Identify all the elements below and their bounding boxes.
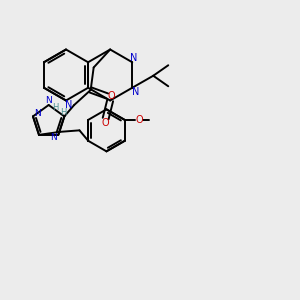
Text: H: H xyxy=(61,108,67,117)
Text: N: N xyxy=(34,109,41,118)
Text: N: N xyxy=(130,53,137,63)
Text: O: O xyxy=(102,118,110,128)
Text: N: N xyxy=(45,96,52,105)
Text: O: O xyxy=(108,91,116,101)
Text: O: O xyxy=(136,115,143,125)
Text: N: N xyxy=(50,133,57,142)
Text: H: H xyxy=(52,103,58,112)
Text: N: N xyxy=(132,87,139,97)
Text: N: N xyxy=(65,100,73,110)
